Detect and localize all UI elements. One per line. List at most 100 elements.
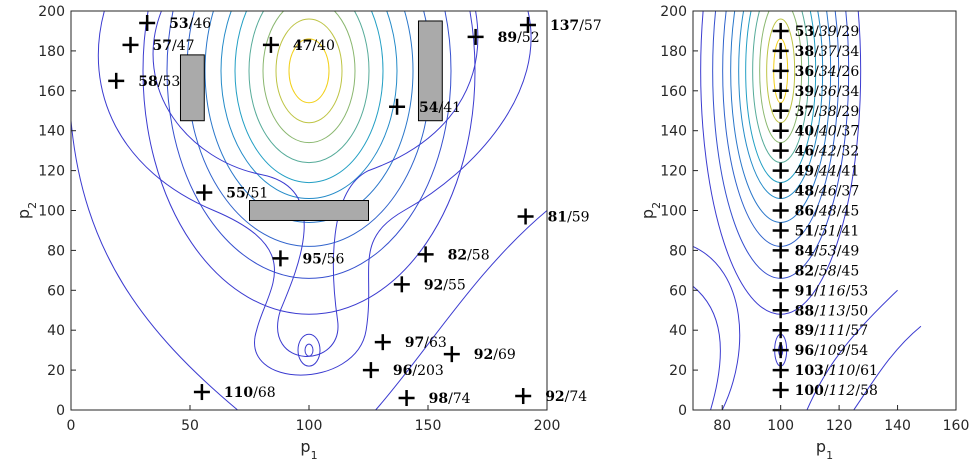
label-sep: / — [814, 164, 819, 180]
label-rest: 57 — [850, 323, 868, 339]
data-label: 89/111/57 — [795, 323, 868, 339]
label-sep: / — [846, 283, 851, 299]
label-mid: 51 — [819, 223, 837, 239]
label-rest: 61 — [860, 363, 878, 379]
label-sep: / — [846, 343, 851, 359]
label-bold: 54 — [419, 100, 439, 116]
label-sep: / — [837, 84, 842, 100]
y-tick-label: 200 — [38, 4, 65, 20]
label-sep: / — [814, 263, 819, 279]
y-axis-label: p2 — [14, 202, 39, 219]
data-label: 53/39/29 — [795, 24, 860, 40]
data-point: 92/55 — [393, 276, 466, 293]
data-label: 88/113/50 — [795, 303, 868, 319]
label-sep: / — [855, 363, 860, 379]
label-rest: 37 — [841, 124, 859, 140]
label-bold: 82 — [448, 247, 467, 263]
data-point: 96/109/54 — [772, 342, 868, 359]
label-rest: 41 — [841, 164, 859, 180]
data-point: 92/74 — [515, 388, 587, 405]
contour-line — [262, 11, 356, 144]
data-point: 91/116/53 — [772, 282, 868, 299]
y-tick-label: 100 — [660, 204, 687, 220]
data-point: 46/42/32 — [772, 142, 860, 160]
data-point: 97/63 — [374, 334, 447, 351]
label-rest: 29 — [841, 104, 859, 120]
label-rest: 32 — [841, 144, 859, 160]
data-point: 81/59 — [517, 208, 590, 225]
label-sep: / — [814, 283, 819, 299]
label-sep: / — [814, 303, 819, 319]
data-point: 57/47 — [122, 36, 195, 54]
data-label: 39/36/34 — [795, 84, 860, 100]
label-rest: 34 — [841, 44, 859, 60]
data-label: 58/53 — [138, 74, 180, 90]
data-label: 103/110/61 — [795, 363, 878, 379]
data-label: 96/203 — [393, 363, 444, 379]
label-rest: 29 — [841, 24, 859, 40]
data-point: 36/34/26 — [772, 62, 860, 80]
y-tick-label: 20 — [47, 363, 65, 379]
label-sep: / — [814, 124, 819, 140]
label-mid: 53 — [819, 243, 837, 259]
label-sep: / — [814, 64, 819, 80]
data-label: 38/37/34 — [795, 44, 860, 60]
label-sep: / — [837, 64, 842, 80]
label-rest: /74 — [448, 391, 471, 407]
y-tick-label: 200 — [660, 4, 687, 20]
data-label: 36/34/26 — [795, 64, 860, 80]
label-sep: / — [814, 204, 819, 220]
data-label: 97/63 — [405, 335, 447, 351]
data-point: 37/38/29 — [772, 102, 859, 120]
data-label: 82/58/45 — [795, 263, 860, 279]
data-label: 84/53/49 — [795, 243, 860, 259]
label-bold: 84 — [795, 243, 815, 259]
label-bold: 92 — [424, 277, 443, 293]
x-tick-label: 140 — [884, 418, 911, 434]
label-sep: / — [814, 184, 819, 200]
label-bold: 36 — [795, 64, 814, 80]
label-bold: 97 — [405, 335, 424, 351]
data-label: 53/46 — [169, 16, 211, 32]
label-bold: 110 — [224, 385, 253, 401]
y-tick-label: 0 — [56, 403, 65, 419]
label-mid: 109 — [819, 343, 846, 359]
y-tick-label: 60 — [47, 283, 65, 299]
data-point: 49/44/41 — [772, 162, 859, 180]
label-rest: 26 — [841, 64, 859, 80]
data-label: 57/47 — [153, 38, 195, 54]
contour-line — [97, 11, 532, 376]
label-bold: 81 — [548, 209, 567, 225]
data-label: 51/51/41 — [795, 223, 860, 239]
x-tick-label: 150 — [415, 418, 442, 434]
label-bold: 89 — [498, 30, 517, 46]
y-tick-label: 40 — [47, 323, 65, 339]
label-sep: / — [837, 164, 842, 180]
contour-line — [693, 245, 741, 410]
label-rest: /51 — [246, 186, 269, 202]
label-rest: 45 — [841, 263, 859, 279]
y-tick-label: 40 — [669, 323, 687, 339]
data-point: 47/40 — [262, 36, 335, 54]
label-mid: 39 — [819, 24, 837, 40]
contour-line — [304, 343, 314, 357]
data-point: 84/53/49 — [772, 242, 860, 259]
label-bold: 53 — [169, 16, 188, 32]
label-mid: 116 — [819, 283, 846, 299]
label-mid: 37 — [819, 44, 837, 60]
label-sep: / — [814, 84, 819, 100]
data-point: 39/36/34 — [772, 82, 860, 100]
label-bold: 57 — [153, 38, 172, 54]
label-sep: / — [814, 343, 819, 359]
contour-line — [248, 11, 370, 164]
data-label: 40/40/37 — [795, 124, 860, 140]
data-point: 137/57 — [519, 16, 602, 34]
label-sep: / — [837, 24, 842, 40]
data-label: 46/42/32 — [795, 144, 860, 160]
y-tick-label: 0 — [678, 403, 687, 419]
obstacle-rect — [249, 200, 369, 221]
label-sep: / — [837, 243, 842, 259]
data-point: 48/46/37 — [772, 182, 859, 200]
data-label: 110/68 — [224, 385, 276, 401]
